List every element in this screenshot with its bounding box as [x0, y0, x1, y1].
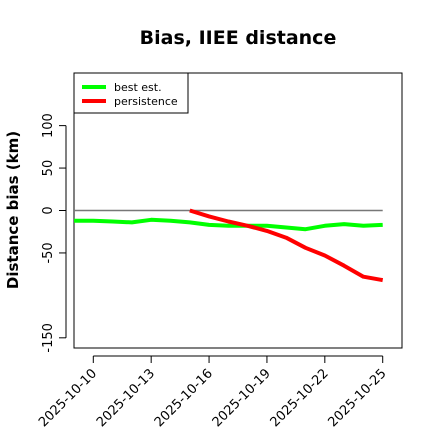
y-tick-label: -150 — [41, 323, 56, 353]
legend: best est.persistence — [73, 72, 189, 114]
chart-title: Bias, IIEE distance — [140, 27, 337, 49]
y-axis: -150 -50 0 50 100 — [41, 113, 67, 353]
series-line-persistence — [189, 208, 384, 283]
y-tick-label: 0 — [41, 206, 56, 214]
y-tick-label: 100 — [41, 113, 56, 138]
x-tick-label: 2025-10-25 — [325, 366, 389, 430]
legend-box — [73, 72, 189, 114]
series-line-best-est — [74, 217, 383, 232]
legend-label-best-est: best est. — [114, 81, 162, 94]
x-tick-label: 2025-10-22 — [268, 366, 332, 430]
x-axis: 2025-10-102025-10-132025-10-162025-10-19… — [36, 355, 390, 430]
y-tick-label: 50 — [41, 160, 56, 177]
series-layer — [74, 208, 384, 283]
y-tick-label: -50 — [41, 242, 56, 263]
y-axis-label: Distance bias (km) — [4, 131, 22, 289]
legend-label-persistence: persistence — [114, 95, 178, 108]
x-tick-label: 2025-10-19 — [210, 366, 274, 430]
x-tick-label: 2025-10-13 — [94, 366, 158, 430]
x-tick-label: 2025-10-10 — [36, 366, 100, 430]
x-tick-label: 2025-10-16 — [152, 366, 216, 430]
